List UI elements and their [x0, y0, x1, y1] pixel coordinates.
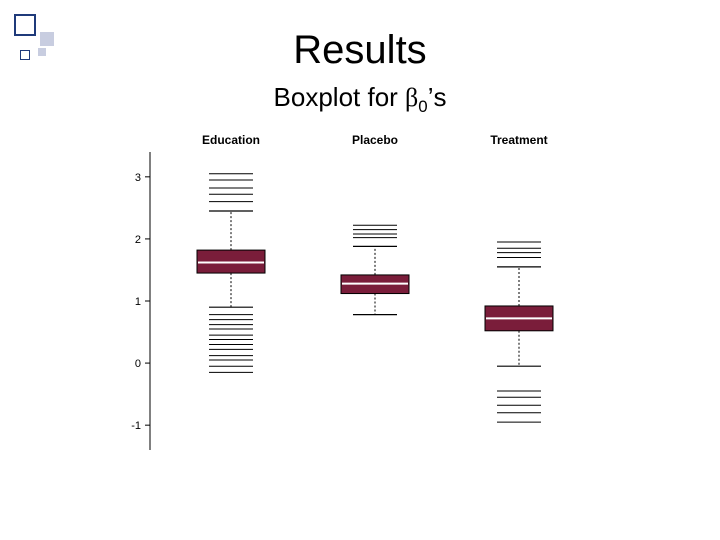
- svg-text:-1: -1: [131, 420, 141, 432]
- svg-text:1: 1: [135, 296, 141, 308]
- page-title: Results: [0, 28, 720, 73]
- svg-text:2: 2: [135, 234, 141, 246]
- boxplot-chart: -1 0 1 2 3 Education Placebo Treatment: [110, 130, 610, 460]
- svg-text:0: 0: [135, 358, 141, 370]
- chart-subtitle: Boxplot for β0’s: [0, 82, 720, 117]
- svg-text:Treatment: Treatment: [490, 133, 547, 147]
- svg-text:Placebo: Placebo: [352, 133, 398, 147]
- svg-text:Education: Education: [202, 133, 260, 147]
- svg-text:3: 3: [135, 172, 141, 184]
- slide: Results Boxplot for β0’s -1 0 1 2 3 Education…: [0, 0, 720, 540]
- boxplot-svg: -1 0 1 2 3 Education Placebo Treatment: [110, 130, 610, 460]
